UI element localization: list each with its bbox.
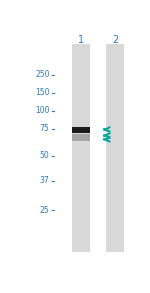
Text: 250: 250 (35, 70, 50, 79)
Bar (72, 134, 90, 142)
Text: 1: 1 (78, 35, 84, 45)
Text: 50: 50 (40, 151, 50, 160)
Bar (106, 44, 124, 252)
Text: 2: 2 (112, 35, 118, 45)
Text: 150: 150 (35, 88, 50, 97)
Bar (72, 44, 90, 252)
Bar (72, 127, 90, 133)
Text: 25: 25 (40, 205, 50, 214)
Text: 37: 37 (40, 176, 50, 185)
Text: 75: 75 (40, 124, 50, 133)
Text: 100: 100 (35, 106, 50, 115)
